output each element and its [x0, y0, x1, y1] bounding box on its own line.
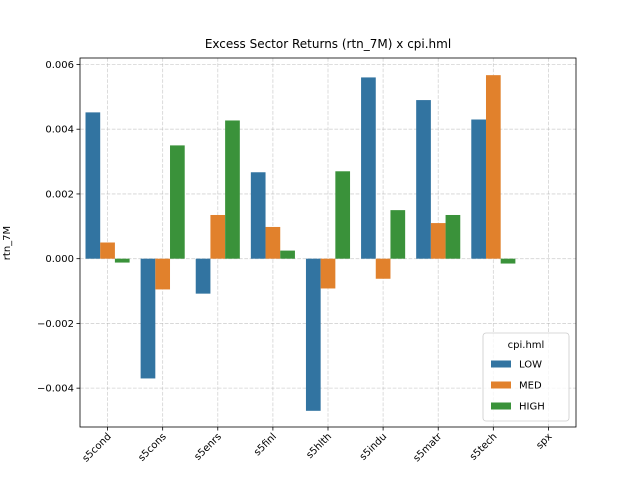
bar-low [85, 112, 101, 259]
legend-label: HIGH [519, 402, 545, 413]
y-tick-label: −0.002 [37, 319, 74, 330]
bar-low [250, 172, 266, 259]
legend-box [482, 332, 570, 422]
bar-high [500, 258, 516, 264]
bar-high [114, 258, 130, 263]
y-tick-label: 0.004 [45, 125, 74, 136]
bar-med [100, 242, 115, 259]
bar-low [140, 258, 156, 379]
y-tick-label: 0.006 [45, 60, 74, 71]
bar-low [305, 258, 321, 411]
y-tick-label: −0.004 [37, 384, 74, 395]
legend-label: MED [519, 381, 542, 392]
bar-high [280, 250, 295, 259]
bar-med [155, 258, 171, 290]
bar-med [210, 214, 226, 259]
legend: cpi.hml LOW MED HIGH [482, 332, 570, 422]
bar-high [170, 145, 185, 259]
legend-swatch [491, 381, 511, 389]
y-axis-label: rtn_7M [2, 226, 13, 260]
bar-med [485, 75, 501, 259]
bar-med [375, 258, 391, 279]
bar-high [390, 210, 406, 259]
legend-swatch [491, 402, 511, 410]
bar-med [265, 226, 281, 259]
y-tick-label: 0.000 [45, 254, 74, 265]
bar-med [320, 258, 336, 289]
bar-low [416, 100, 431, 259]
legend-label: LOW [519, 360, 542, 371]
legend-items: LOW MED HIGH [491, 360, 545, 413]
bar-low [471, 119, 486, 259]
bar-low [195, 258, 211, 294]
legend-swatch [491, 360, 511, 368]
bar-med [430, 223, 446, 259]
bar-low [361, 77, 376, 259]
chart-title: Excess Sector Returns (rtn_7M) x cpi.hml [205, 37, 451, 51]
legend-title: cpi.hml [508, 340, 545, 351]
bar-high [445, 214, 461, 259]
bars-layer [85, 75, 516, 411]
bar-high [335, 171, 351, 259]
y-tick-label: 0.002 [45, 189, 74, 200]
bar-high [225, 120, 240, 259]
